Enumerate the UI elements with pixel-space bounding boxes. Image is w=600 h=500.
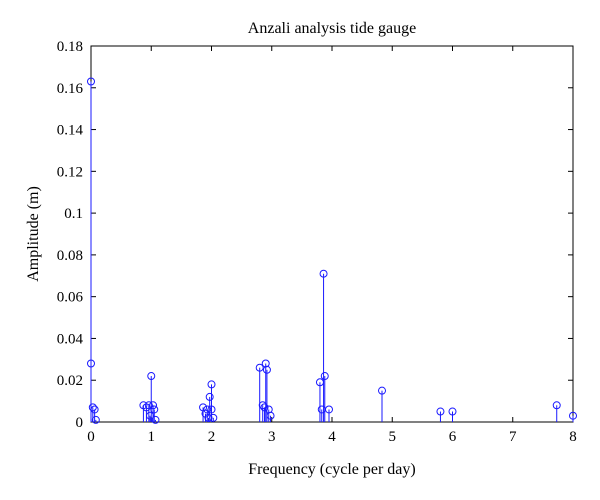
x-tick-label: 5 <box>389 429 397 445</box>
stem-marker <box>203 405 212 414</box>
stem-marker <box>207 380 216 389</box>
y-tick-label: 0.1 <box>64 206 83 222</box>
stem-marker <box>320 372 329 381</box>
stem-marker <box>147 372 156 381</box>
stem-marker <box>207 405 216 414</box>
y-axis-title: Amplitude (m) <box>25 186 42 282</box>
stem-marker <box>209 413 218 422</box>
stem-marker <box>261 359 270 368</box>
stem-marker <box>144 401 153 410</box>
stem-marker <box>255 363 264 372</box>
stem-marker <box>266 411 275 420</box>
stem-marker <box>87 77 95 86</box>
stem-marker <box>146 411 155 420</box>
stem-marker <box>319 269 328 278</box>
x-tick-label: 6 <box>449 429 457 445</box>
x-tick-label: 4 <box>328 429 336 445</box>
plot-area <box>90 45 574 423</box>
y-tick-label: 0.04 <box>57 331 84 347</box>
y-tick-label: 0.14 <box>57 123 84 139</box>
stem-marker <box>260 403 269 412</box>
x-tick-label: 3 <box>268 429 276 445</box>
stem-marker <box>324 405 333 414</box>
x-tick-label: 2 <box>208 429 216 445</box>
stem-marker <box>205 392 214 401</box>
y-axis: 0 0.02 0.04 0.06 0.08 0.1 0.12 0.14 0.16 0.18 <box>57 39 573 431</box>
x-tick-label: 8 <box>569 429 577 445</box>
stem-marker <box>88 403 97 412</box>
stem-marker <box>378 386 387 395</box>
stem-marker <box>90 405 99 414</box>
y-tick-label: 0.02 <box>57 373 83 389</box>
y-tick-label: 0.08 <box>57 248 83 264</box>
stem-marker <box>436 407 445 416</box>
stem-marker <box>150 405 159 414</box>
stem-marker <box>149 401 158 410</box>
y-tick-label: 0.18 <box>57 39 83 55</box>
chart-title: Anzali analysis tide gauge <box>248 20 416 37</box>
stem-marker <box>91 415 100 424</box>
x-tick-label: 7 <box>509 429 517 445</box>
data-series <box>87 77 577 424</box>
stem-marker <box>87 359 95 368</box>
x-axis: 0 1 2 3 4 5 6 7 8 <box>87 46 577 445</box>
x-axis-title: Frequency (cycle per day) <box>248 461 415 478</box>
stem-marker <box>569 411 577 420</box>
stem-marker <box>552 401 561 410</box>
stem-marker <box>151 415 160 424</box>
y-tick-label: 0.06 <box>57 290 84 306</box>
x-tick-label: 0 <box>87 429 95 445</box>
y-tick-label: 0.16 <box>57 81 84 97</box>
stem-marker <box>448 407 457 416</box>
stem-marker <box>262 365 271 374</box>
x-tick-label: 1 <box>148 429 156 445</box>
y-tick-label: 0.12 <box>57 164 83 180</box>
y-tick-label: 0 <box>76 415 84 431</box>
